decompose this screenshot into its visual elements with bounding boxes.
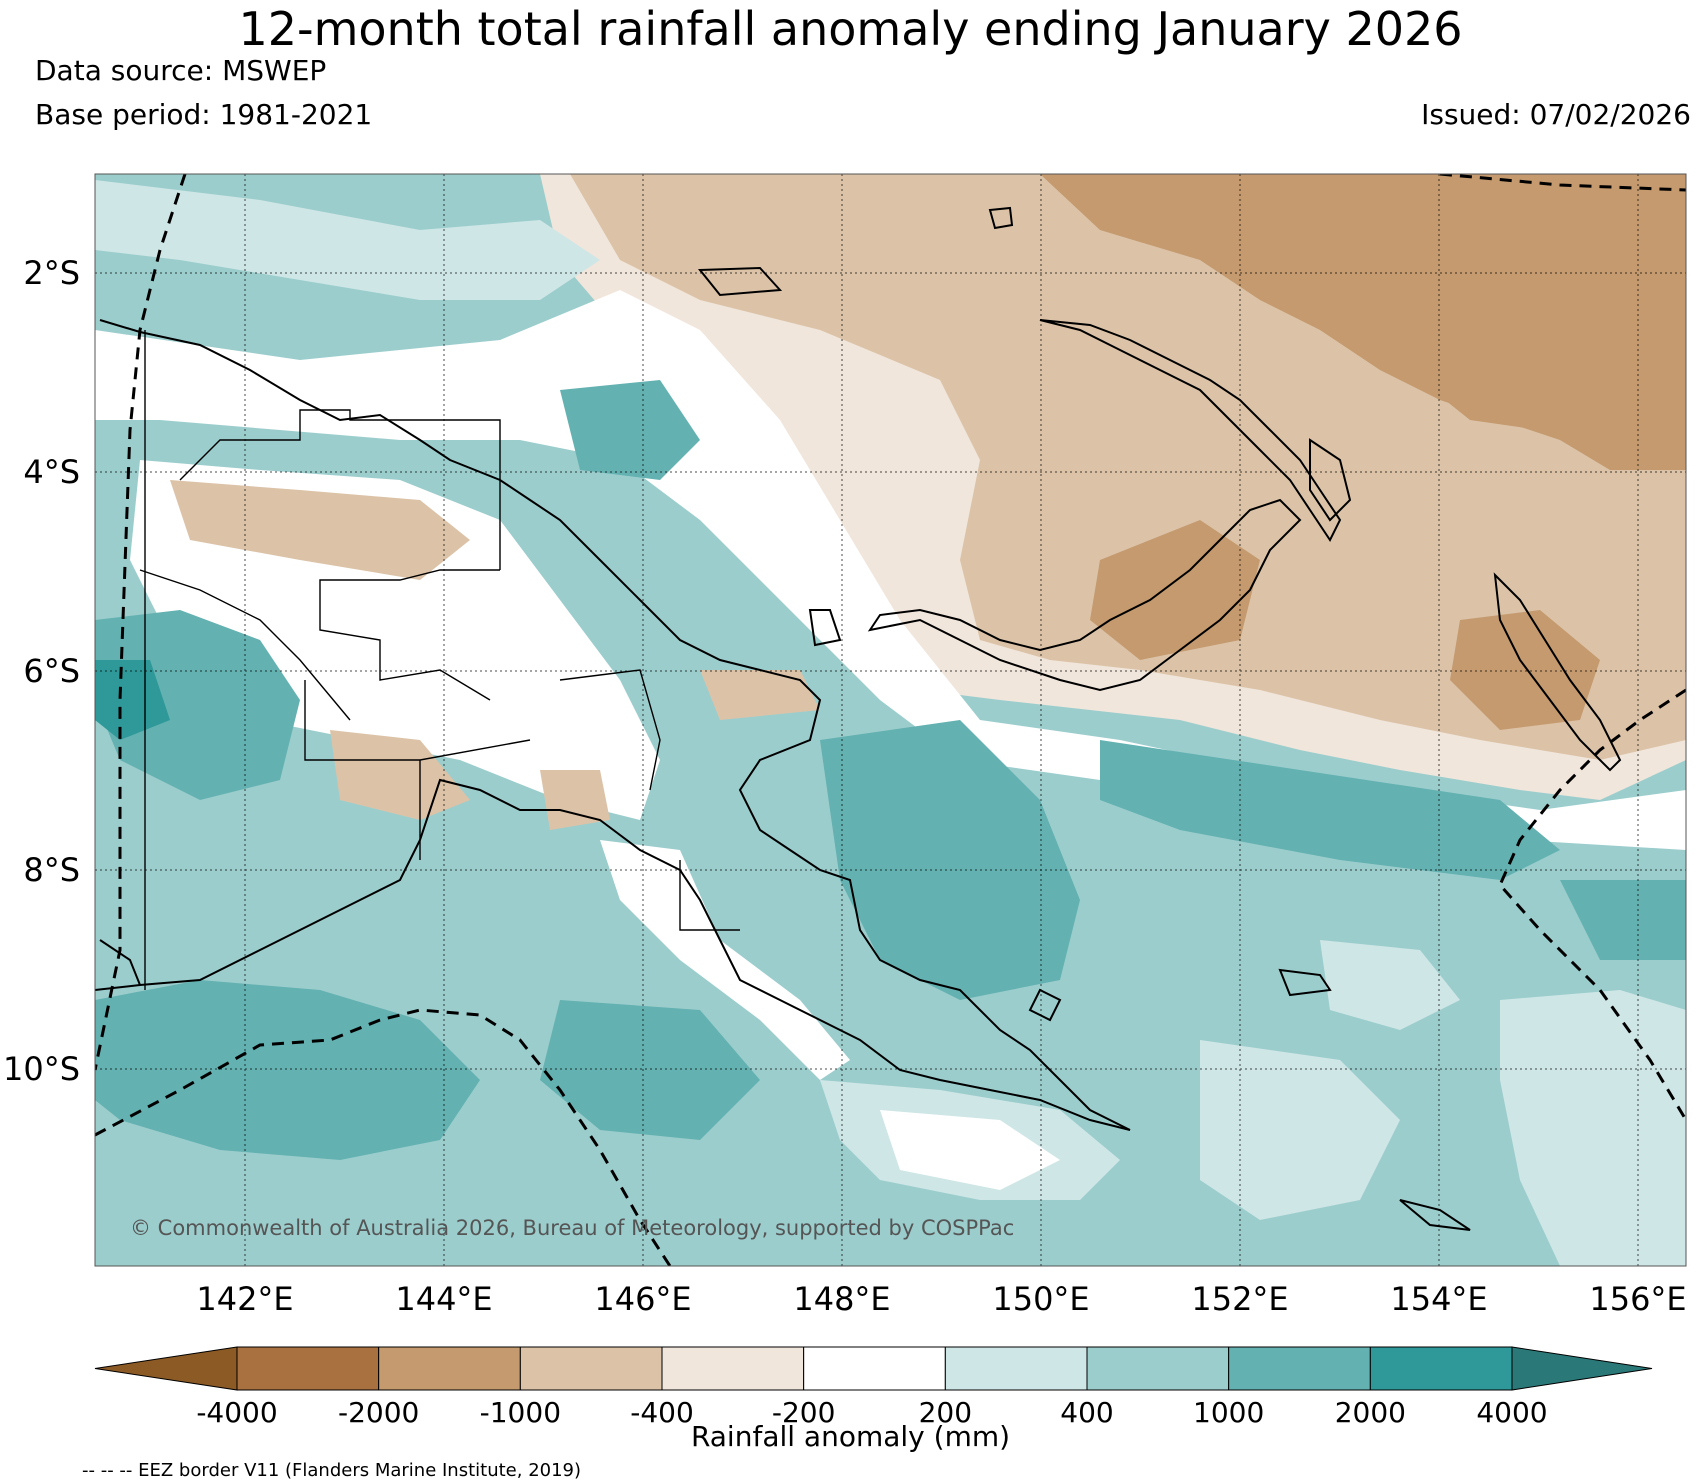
anomaly-field: © Commonwealth of Australia 2026, Bureau…	[95, 174, 1686, 1266]
lon-label: 142°E	[196, 1280, 293, 1318]
eez-border	[95, 174, 1686, 1266]
colorbar-tick-label: -400	[630, 1396, 694, 1429]
lat-label: 8°S	[23, 851, 80, 889]
issued-date-label: Issued: 07/02/2026	[1421, 98, 1691, 131]
colorbar-segment	[519, 1346, 663, 1391]
base-period-label: Base period: 1981-2021	[35, 98, 373, 131]
colorbar-title: Rainfall anomaly (mm)	[690, 1420, 1011, 1453]
province-borders	[139, 330, 740, 990]
colorbar-tick-label: 1000	[1193, 1396, 1264, 1429]
longitude-labels: 142°E 144°E 146°E 148°E 150°E 152°E 154°…	[196, 1280, 1686, 1318]
copyright-watermark: © Commonwealth of Australia 2026, Bureau…	[130, 1216, 1014, 1240]
lon-label: 146°E	[594, 1280, 691, 1318]
colorbar-tick-label: 4000	[1476, 1396, 1547, 1429]
lat-label: 10°S	[3, 1050, 80, 1088]
colorbar-segment	[236, 1346, 380, 1391]
lon-label: 150°E	[992, 1280, 1089, 1318]
lon-label: 156°E	[1589, 1280, 1686, 1318]
colorbar-tick-label: -200	[772, 1396, 836, 1429]
eez-legend-note: -- -- -- EEZ border V11 (Flanders Marine…	[82, 1460, 582, 1481]
colorbar-segment	[944, 1346, 1088, 1391]
colorbar-tick-label: -2000	[338, 1396, 419, 1429]
lon-label: 154°E	[1390, 1280, 1487, 1318]
lon-label: 144°E	[395, 1280, 492, 1318]
colorbar-segment	[661, 1346, 805, 1391]
colorbar-segment	[1228, 1346, 1371, 1391]
colorbar-extend-high	[1511, 1346, 1653, 1391]
colorbar-segment	[803, 1346, 946, 1391]
colorbar-tick-label: 400	[1060, 1396, 1113, 1429]
colorbar-tick-label: 200	[919, 1396, 972, 1429]
lat-label: 6°S	[23, 652, 80, 690]
lon-label: 152°E	[1191, 1280, 1288, 1318]
lat-label: 4°S	[23, 453, 80, 491]
colorbar-tick-label: -4000	[196, 1396, 277, 1429]
data-source-label: Data source: MSWEP	[35, 54, 327, 87]
colorbar-tick-label: -1000	[480, 1396, 561, 1429]
lat-label: 2°S	[23, 254, 80, 292]
latitude-labels: 2°S 4°S 6°S 8°S 10°S	[3, 254, 80, 1088]
colorbar-segment	[1086, 1346, 1230, 1391]
colorbar-segment	[1369, 1346, 1513, 1391]
map-title: 12-month total rainfall anomaly ending J…	[238, 2, 1463, 56]
colorbar-tick-label: 2000	[1335, 1396, 1406, 1429]
colorbar-extend-low	[94, 1346, 238, 1391]
colorbar-segment	[378, 1346, 521, 1391]
lon-label: 148°E	[793, 1280, 890, 1318]
coastline	[95, 206, 1622, 1231]
colorbar: -4000 -2000 -1000 -400 -200 200 400 1000 2000 400…	[94, 1346, 1653, 1429]
